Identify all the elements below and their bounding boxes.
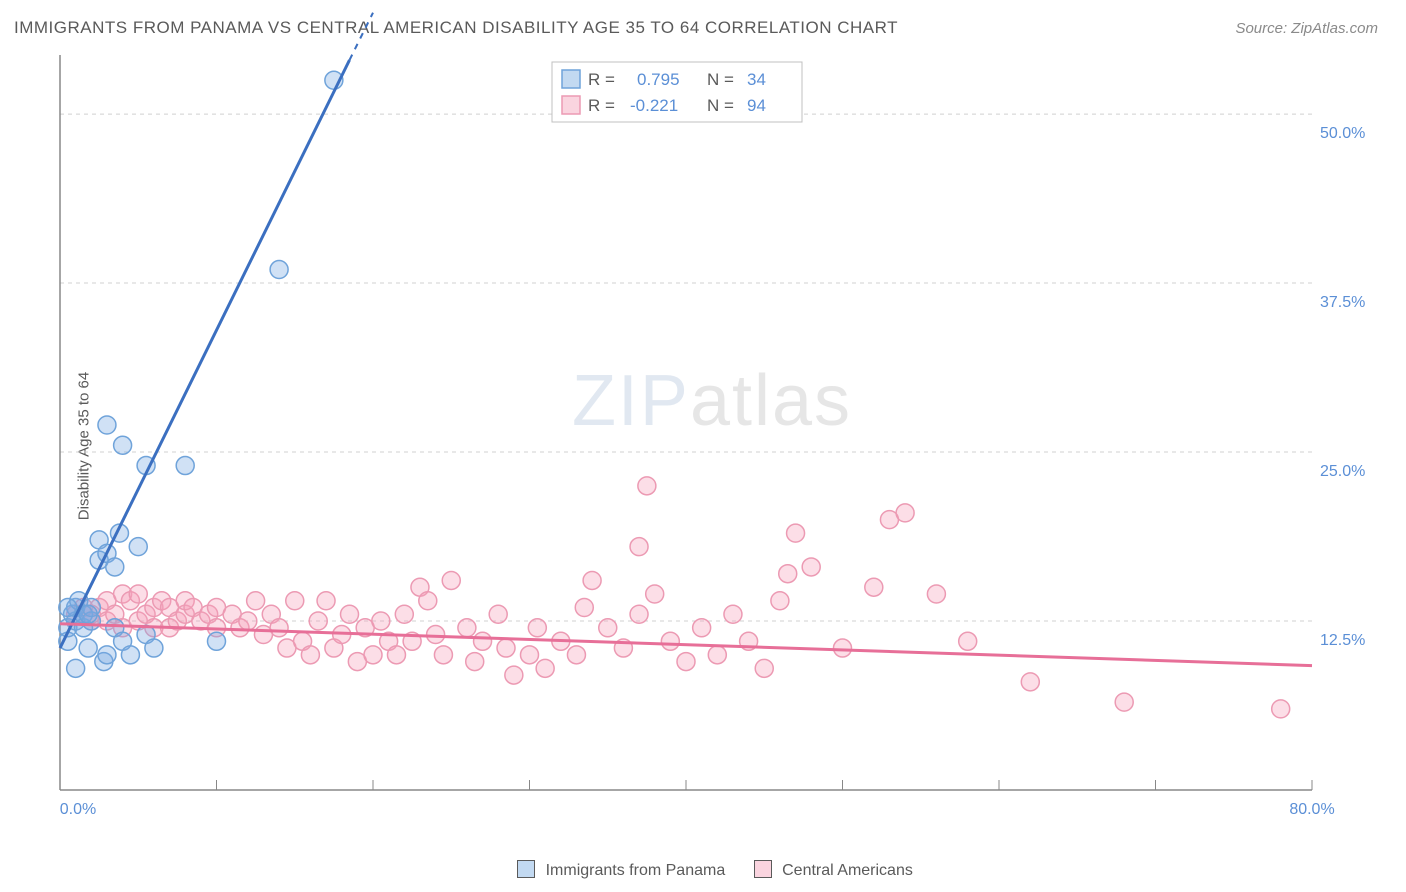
svg-text:94: 94 [747,96,766,115]
svg-text:80.0%: 80.0% [1289,801,1334,818]
legend-label-a: Immigrants from Panama [546,862,726,879]
svg-text:R =: R = [588,96,615,115]
svg-text:R =: R = [588,70,615,89]
svg-text:N =: N = [707,70,734,89]
scatter-chart-svg: 12.5% 25.0% 37.5% 50.0% 0.0% 80.0% R = 0.795 N =… [52,50,1372,830]
svg-text:25.0%: 25.0% [1320,463,1365,480]
svg-text:N =: N = [707,96,734,115]
svg-text:37.5%: 37.5% [1320,294,1365,311]
svg-text:0.795: 0.795 [637,70,680,89]
svg-text:-0.221: -0.221 [630,96,678,115]
svg-text:34: 34 [747,70,766,89]
plot-area: ZIPatlas 12.5%25.0%37.5%50.0%0.0%80.0%R … [52,50,1372,830]
svg-text:0.0%: 0.0% [60,801,96,818]
chart-title: IMMIGRANTS FROM PANAMA VS CENTRAL AMERIC… [14,18,898,38]
bottom-legend: Immigrants from Panama Central Americans [0,860,1406,880]
svg-text:50.0%: 50.0% [1320,125,1365,142]
svg-text:12.5%: 12.5% [1320,632,1365,649]
legend-swatch-b [754,860,772,878]
legend-swatch-a [517,860,535,878]
legend-label-b: Central Americans [782,862,913,879]
source-attribution: Source: ZipAtlas.com [1235,20,1378,37]
